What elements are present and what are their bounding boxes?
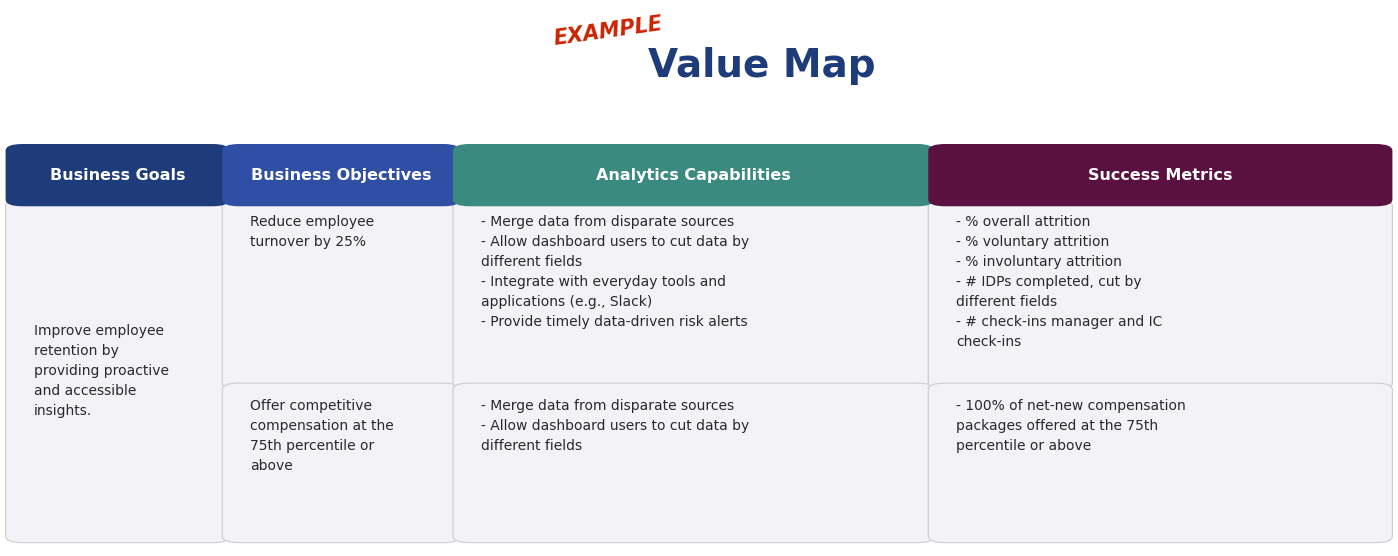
FancyBboxPatch shape: [222, 144, 460, 206]
FancyBboxPatch shape: [928, 144, 1392, 206]
Text: EXAMPLE: EXAMPLE: [552, 14, 664, 49]
FancyBboxPatch shape: [6, 200, 229, 543]
FancyBboxPatch shape: [453, 200, 934, 390]
Text: Improve employee
retention by
providing proactive
and accessible
insights.: Improve employee retention by providing …: [34, 324, 169, 418]
Text: Success Metrics: Success Metrics: [1088, 168, 1233, 182]
Text: - % overall attrition
- % voluntary attrition
- % involuntary attrition
- # IDPs: - % overall attrition - % voluntary attr…: [956, 215, 1163, 350]
FancyBboxPatch shape: [928, 200, 1392, 390]
Text: - 100% of net-new compensation
packages offered at the 75th
percentile or above: - 100% of net-new compensation packages …: [956, 399, 1186, 453]
Text: Business Goals: Business Goals: [50, 168, 185, 182]
Text: - Merge data from disparate sources
- Allow dashboard users to cut data by
diffe: - Merge data from disparate sources - Al…: [481, 215, 749, 329]
Text: Offer competitive
compensation at the
75th percentile or
above: Offer competitive compensation at the 75…: [250, 399, 394, 473]
FancyBboxPatch shape: [222, 383, 460, 543]
FancyBboxPatch shape: [453, 383, 934, 543]
FancyBboxPatch shape: [928, 383, 1392, 543]
Text: Business Objectives: Business Objectives: [250, 168, 432, 182]
Text: - Merge data from disparate sources
- Allow dashboard users to cut data by
diffe: - Merge data from disparate sources - Al…: [481, 399, 749, 453]
Text: Analytics Capabilities: Analytics Capabilities: [596, 168, 791, 182]
Text: Reduce employee
turnover by 25%: Reduce employee turnover by 25%: [250, 215, 375, 249]
FancyBboxPatch shape: [6, 144, 229, 206]
FancyBboxPatch shape: [453, 144, 934, 206]
Text: Value Map: Value Map: [649, 47, 875, 85]
FancyBboxPatch shape: [222, 200, 460, 390]
